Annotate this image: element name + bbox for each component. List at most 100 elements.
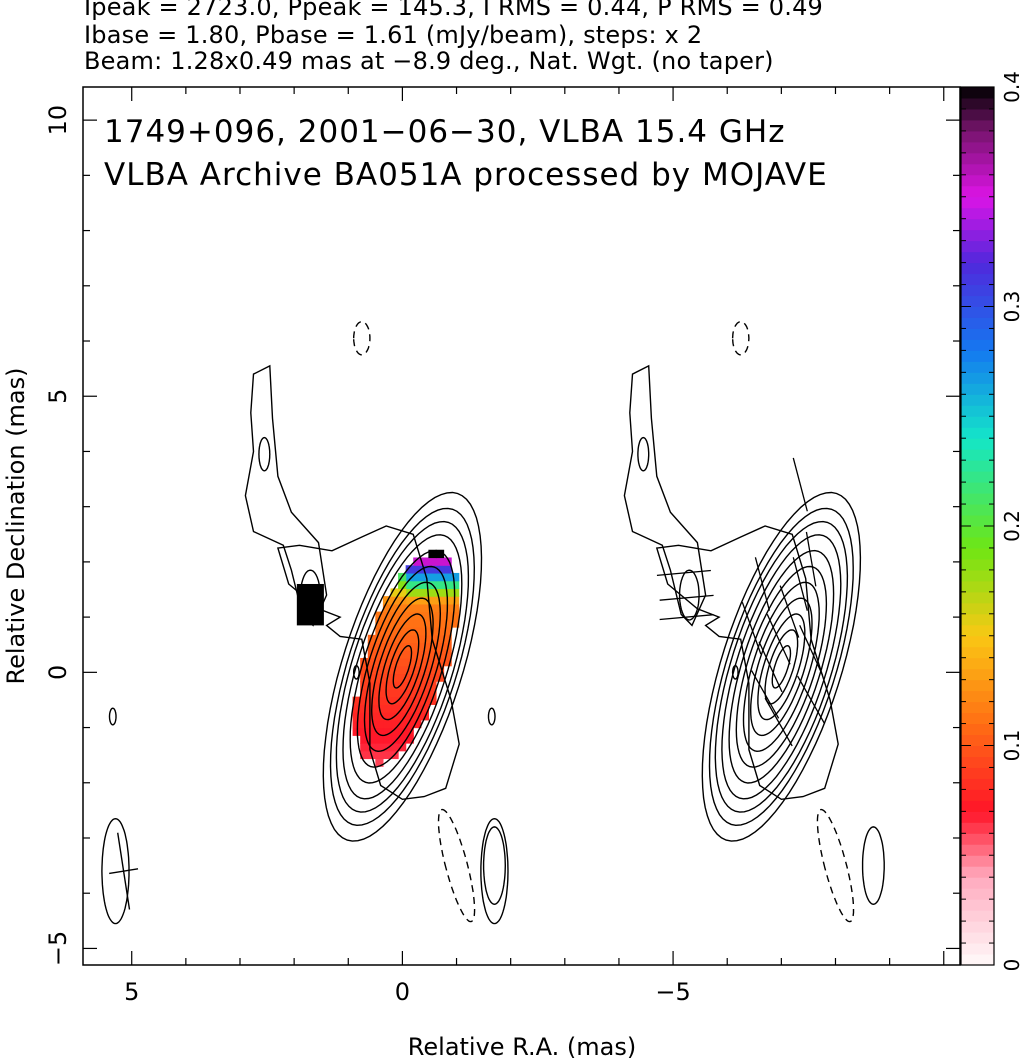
colorbar-segment [961,328,994,340]
polarization-pixel [367,634,376,644]
polarization-pixel [435,665,445,675]
polarization-pixel [428,565,437,574]
small-contour [258,436,271,472]
colorbar-segment [961,679,994,692]
polarization-pixel [398,619,407,628]
small-contour [637,436,650,472]
colorbar-segment [961,877,994,889]
polarization-pixel [443,634,452,644]
core-contour [363,581,442,753]
colorbar-label: 0.3 [1000,291,1022,323]
polarization-pixel [413,719,422,729]
polarization-pixel [398,603,407,613]
polarization-pixel [428,572,437,582]
colorbar-segment [961,822,994,834]
polarization-pixel [390,588,399,597]
colorbar-segment [961,734,994,746]
colorbar-segment [961,394,994,406]
core-contour [764,629,799,705]
outer-contour [655,525,839,801]
evpa-ticks [656,457,826,747]
colorbar-segment [961,141,994,154]
evpa-tick [741,601,762,655]
polarization-pixel [428,665,437,675]
polarization-pixel [360,688,369,698]
colorbar-segment [961,295,994,307]
polarization-pixel [428,603,437,613]
polarization-pixel [420,627,429,636]
colorbar-segment [961,855,994,867]
colorbar-segment [961,504,994,516]
polarization-pixel [405,580,414,589]
polarization-pixel [375,712,384,721]
polarization-pixel [360,735,369,744]
polarization-pixel [420,557,429,566]
colorbar-segment [961,558,994,571]
evpa-tick [799,624,824,676]
polarization-pixel [398,580,407,589]
colorbar-segment [961,701,994,714]
x-axis-ticks: 5 0 −5 [124,87,945,1006]
polarization-pixel [420,681,429,690]
colorbar-segment [961,383,994,395]
polarization-pixel [428,688,437,698]
polarization-pixel [398,627,407,636]
polarization-pixel [367,719,376,729]
polarization-pixel [451,572,460,582]
colorbar-segment [961,591,994,604]
polarization-pixel [420,611,429,620]
plot-content [101,321,885,925]
colorbar-segment [961,921,994,933]
polarization-pixel [420,704,429,713]
polarization-pixel [405,673,414,682]
colorbar-segment [961,690,994,703]
polarization-pixel [435,557,445,566]
colorbar-segment [961,317,994,329]
polarization-pixel [398,657,407,667]
colorbar-segment [961,152,994,165]
polarization-pixel [420,696,429,705]
polarization-pixel [375,634,384,644]
colorbar-segment [961,372,994,384]
colorbar-segment [961,119,994,132]
polarization-pixel [367,681,376,690]
polarization-pixel [451,580,460,589]
core-contour [385,629,420,705]
colorbar-segment [961,580,994,593]
polarization-pixel [352,719,361,729]
polarization-pixel [382,696,392,705]
evpa-tick [758,641,783,693]
header-line-peaks: Ipeak = 2723.0, Ppeak = 145.3, I RMS = 0… [84,0,824,21]
polarization-pixel [398,681,407,690]
polarization-pixel [413,557,422,566]
polarization-pixel [382,657,392,667]
polarization-pixel [360,727,369,736]
polarization-pixel [405,688,414,698]
polarization-pixel [382,704,392,713]
colorbar-segment [961,218,994,231]
polarization-pixel [420,673,429,682]
core-contour [329,507,476,827]
colorbar-segment [961,778,994,790]
colorbar-label: 0.2 [1000,510,1022,542]
polarization-pixel [382,603,392,613]
polarization-pixel [398,712,407,721]
colorbar-segment [961,899,994,911]
colorbar-segment [961,87,994,99]
polarization-pixel [435,627,445,636]
polarization-pixel [405,665,414,675]
polarization-pixel [360,704,369,713]
evpa-tick [779,585,800,638]
polarization-pixel [390,603,399,613]
colorbar-segment [961,723,994,736]
polarization-pixel [390,681,399,690]
beam-marker [109,832,139,910]
polarization-pixel [413,704,422,713]
plot-frame [82,86,961,966]
polarization-pixel [428,588,437,597]
polarization-pixel [451,619,460,628]
colorbar-segment [961,526,994,538]
colorbar-segment [961,97,994,110]
polarization-pixel [443,657,452,667]
core-contour [349,549,456,784]
